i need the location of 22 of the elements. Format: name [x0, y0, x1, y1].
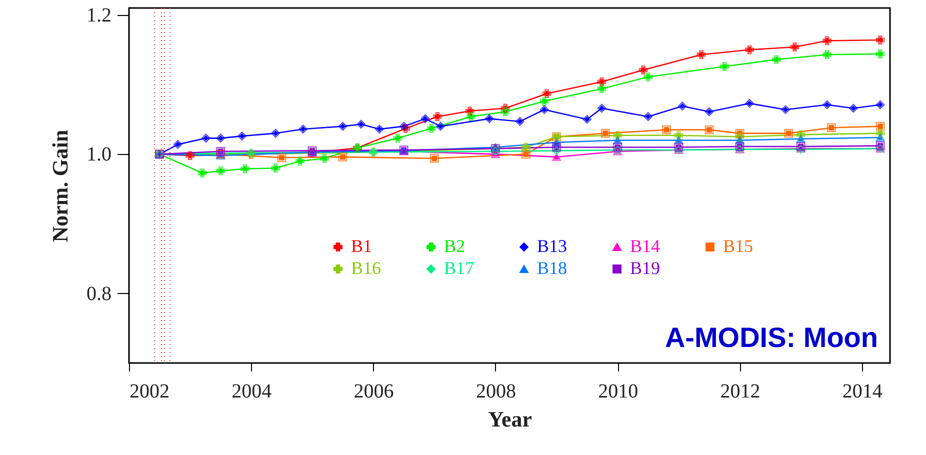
- legend-label: B19: [630, 258, 660, 278]
- x-tick-label: 2012: [720, 380, 760, 402]
- x-tick-label: 2014: [842, 380, 882, 402]
- x-tick-label: 2010: [598, 380, 638, 402]
- annotation: A-MODIS: Moon: [664, 322, 878, 353]
- x-tick-label: 2006: [354, 380, 394, 402]
- legend-label: B2: [444, 236, 466, 256]
- x-tick-label: 2002: [130, 380, 170, 402]
- x-tick-label: 2008: [476, 380, 516, 402]
- y-tick-label: 1.2: [86, 4, 112, 26]
- legend-label: B16: [351, 258, 382, 278]
- y-axis-title: Norm. Gain: [48, 130, 72, 242]
- x-tick-label: 2004: [232, 380, 272, 402]
- legend-label: B13: [537, 236, 568, 256]
- legend-label: B14: [630, 236, 660, 256]
- legend-label: B17: [444, 258, 474, 278]
- legend-label: B18: [537, 258, 568, 278]
- y-tick-label: 0.8: [86, 282, 112, 305]
- legend-label: B15: [723, 236, 754, 256]
- y-tick-label: 1.0: [86, 144, 112, 166]
- x-axis-title: Year: [488, 406, 532, 432]
- legend-label: B1: [351, 236, 372, 256]
